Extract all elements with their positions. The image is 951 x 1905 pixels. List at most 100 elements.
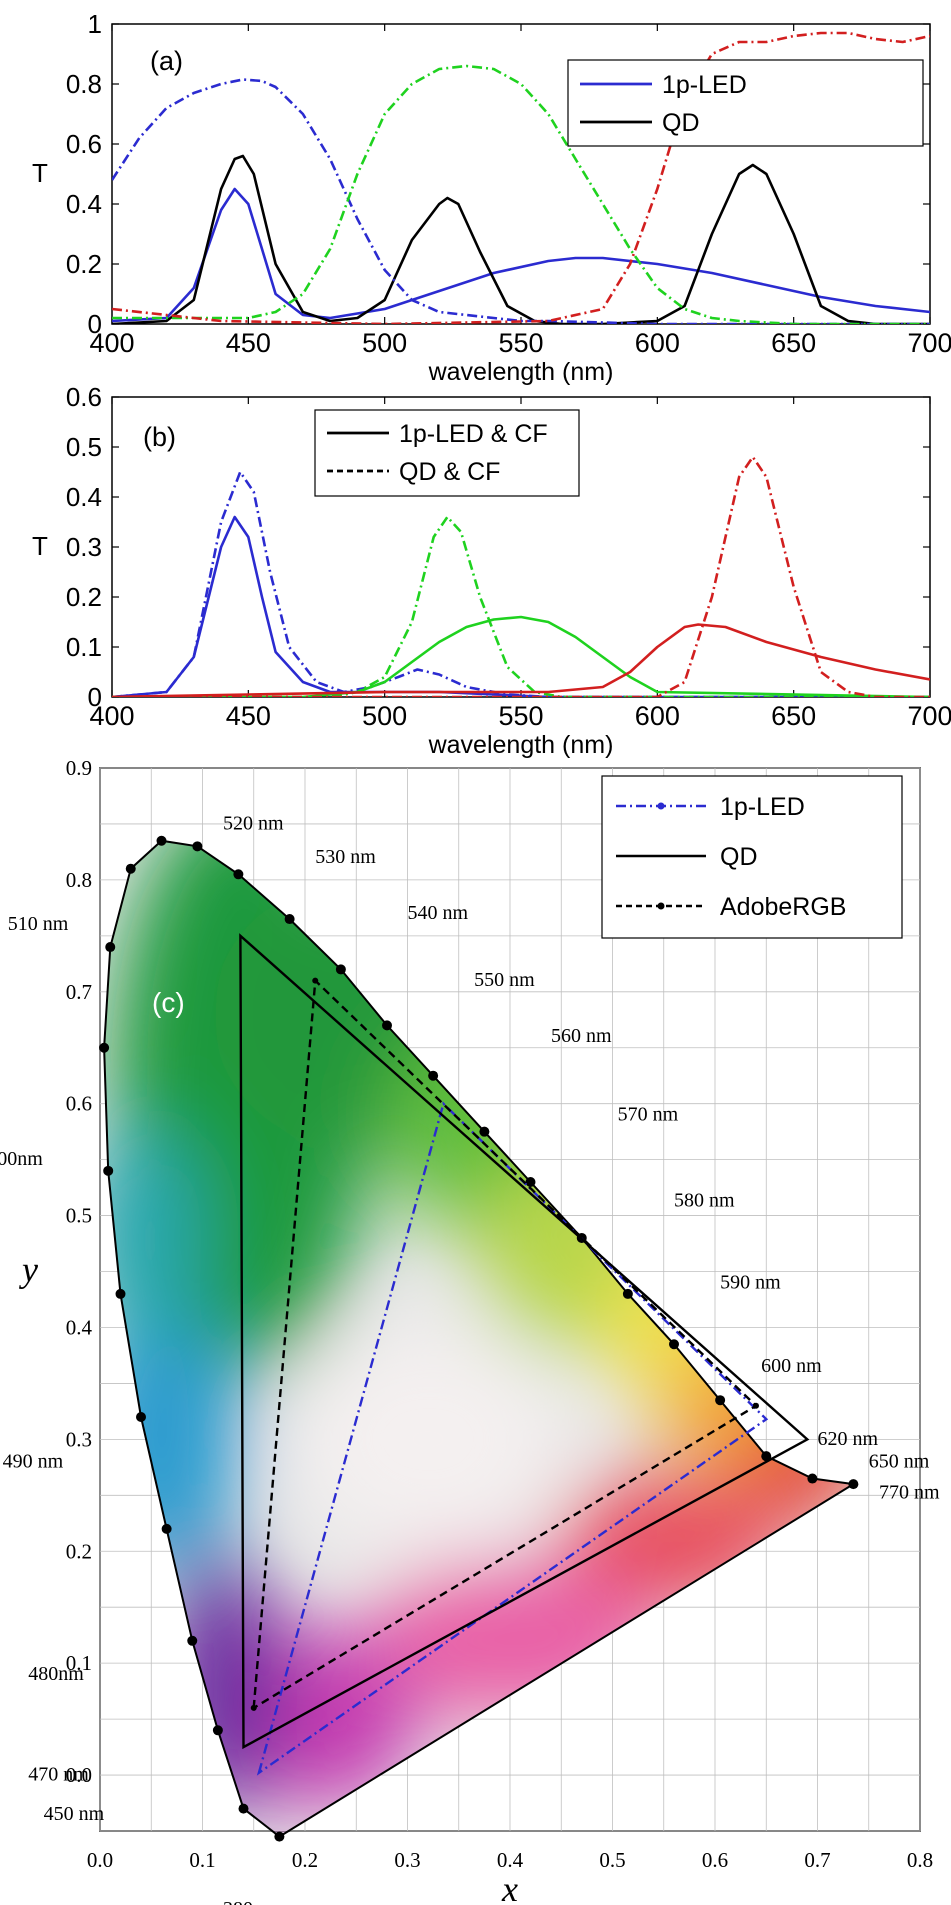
wavelength-label: 620 nm [818,1428,879,1450]
locus-dot [284,914,295,925]
x-tick-label: 650 [771,701,816,731]
y-tick-label: 0.2 [66,582,102,612]
wavelength-label: 590 nm [720,1271,781,1293]
wavelength-label: 480nm [28,1663,84,1685]
x-tick-label: 600 [635,328,680,358]
y-tick-label: 0.3 [66,1427,92,1451]
locus-dot [807,1473,818,1484]
y-tick-label: 0.4 [66,189,102,219]
panel-b: 400 450 500 550 600 650 700 0 0.1 0.2 0.3 0.4 0.5 0.6… [32,382,951,759]
locus-dot [715,1395,726,1406]
y-axis-label: T [32,158,48,188]
y-tick-label: 0.6 [66,382,102,412]
wavelength-label: 490 nm [3,1450,64,1472]
gamut-vertex [753,1402,759,1409]
wavelength-label: 530 nm [315,846,376,868]
wavelength-label: 470 nm [28,1764,89,1786]
panel-c: 0.0 0.1 0.2 0.3 0.4 0.5 0.6 0.7 0.8 0.0 0.1 0.2 0.3 0… [0,756,940,1905]
y-tick-label: 0.7 [66,980,92,1004]
series-line-2 [112,78,930,324]
legend-label: AdobeRGB [720,893,846,921]
x-tick-label: 650 [771,328,816,358]
series-line-3 [112,64,930,324]
gamut-vertex [250,1704,257,1711]
x-tick-label: 500 [362,701,407,731]
locus-dot [525,1177,536,1188]
y-tick-label: 0 [88,309,102,339]
series-line-2 [112,615,930,697]
legend-label: 1p-LED [720,793,805,821]
gamut-vertex [312,977,319,984]
locus-dot [115,1288,126,1299]
y-tick-label: 0.9 [66,756,92,780]
y-tick-label: 0.0 [66,1763,92,1787]
wavelength-label: 550 nm [474,969,535,991]
legend-label: 1p-LED [662,71,747,99]
panel-label: (a) [150,46,183,76]
series-line-3 [112,515,930,697]
x-tick-label: 450 [226,701,271,731]
x-axis-label: wavelength (nm) [428,731,614,759]
legend-label: 1p-LED & CF [399,420,548,448]
y-tick-label: 0.6 [66,129,102,159]
legend-label: QD & CF [399,458,500,486]
locus-dot [479,1126,490,1137]
x-tick-label: 700 [907,328,951,358]
series-line-5 [112,455,930,697]
x-tick-label: 400 [89,328,134,358]
x-tick-label: 450 [226,328,271,358]
locus-dot [212,1725,223,1736]
spectral-locus [103,839,857,1838]
y-tick-label: 0.8 [66,69,102,99]
y-tick-label: 0.5 [66,432,102,462]
x-axis-label: x [501,1869,518,1905]
wavelength-label: 650 nm [869,1450,930,1472]
y-tick-label: 0.3 [66,532,102,562]
x-tick-label: 0.1 [189,1848,215,1872]
x-tick-label: 500 [362,328,407,358]
locus-dot [848,1479,859,1490]
y-axis-label: T [32,531,48,561]
x-tick-label: 550 [498,328,543,358]
gamut-triangles [239,933,810,1776]
locus-dot [103,1165,114,1176]
series-line-1 [112,470,930,697]
wavelength-label: 450 nm [44,1803,105,1825]
x-tick-label: 700 [907,701,951,731]
y-tick-label: 0.4 [66,482,102,512]
gamut-triangle-2 [252,977,758,1711]
x-tick-label: 0.2 [292,1848,318,1872]
gamut-triangle-1 [239,933,810,1750]
y-tick-label: 0.1 [66,632,102,662]
locus-dot [161,1523,172,1534]
x-tick-label: 600 [635,701,680,731]
x-tick-label: 400 [89,701,134,731]
locus-dot [761,1451,772,1462]
gradient-blob [294,1327,562,1552]
panel-label: (b) [143,422,176,452]
wavelength-label: 380 nm [223,1898,284,1905]
y-tick-label: 0.5 [66,1204,92,1228]
locus-dot [105,942,116,953]
locus-dot [136,1411,146,1422]
x-tick-label: 0.8 [907,1848,933,1872]
wavelength-label: 580 nm [674,1190,735,1212]
x-tick-label: 0.0 [87,1848,113,1872]
locus-dot [382,1020,392,1031]
legend-box [567,59,924,147]
y-tick-label: 0.2 [66,1539,92,1563]
gradient-blob [104,1126,203,1350]
x-tick-label: 0.4 [497,1848,524,1872]
wavelength-label: 510 nm [8,913,69,935]
wavelength-label: 540 nm [408,902,469,924]
legend-marker [657,802,665,810]
x-tick-label: 550 [498,701,543,731]
x-axis-label: wavelength (nm) [428,358,614,386]
x-tick-label: 0.6 [702,1848,728,1872]
wavelength-label: 560 nm [551,1025,612,1047]
gamut-triangle-0 [256,1101,769,1776]
locus-dot [99,1042,110,1053]
wavelength-label: 570 nm [618,1103,679,1125]
series-line-4 [112,623,930,697]
